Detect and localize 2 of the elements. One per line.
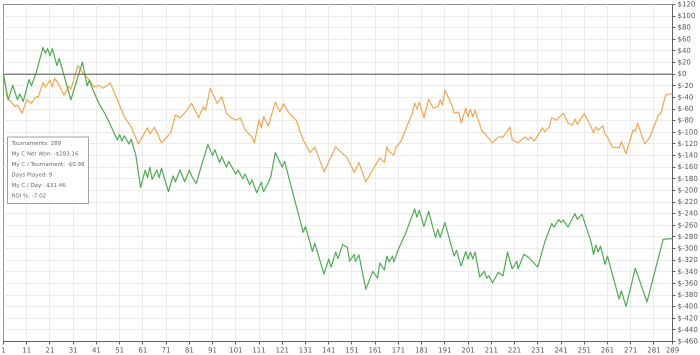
line-series [4, 64, 672, 182]
line-series [4, 46, 672, 308]
